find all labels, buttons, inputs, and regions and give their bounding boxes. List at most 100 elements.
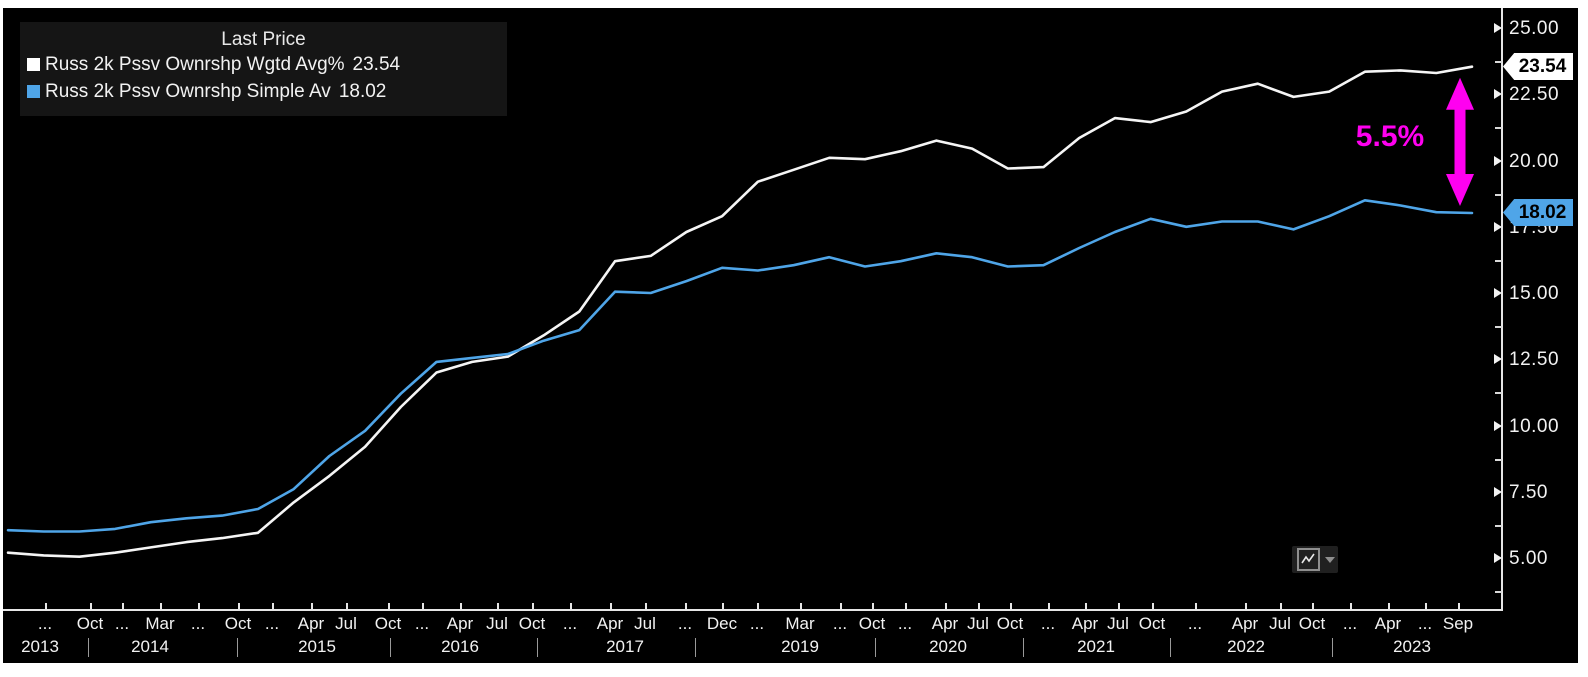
x-axis-month-label: Mar (145, 614, 175, 633)
x-axis-month-label: ... (1342, 614, 1358, 633)
x-axis-month-label: ... (264, 614, 280, 633)
x-axis-tick (840, 603, 842, 609)
x-axis-month-label: ... (897, 614, 913, 633)
y-axis-major-tick (1494, 155, 1502, 166)
legend-series-row-weighted[interactable]: Russ 2k Pssv Ownrshp Wgtd Avg% 23.54 (20, 51, 507, 78)
x-axis-month-label: Jul (335, 614, 357, 633)
x-axis-month-label: Apr (446, 614, 474, 633)
y-axis-label: 15.00 (1509, 283, 1560, 304)
x-axis-month-label: ... (1040, 614, 1056, 633)
blue-square-icon (27, 85, 40, 98)
chart-type-button[interactable] (1292, 546, 1338, 573)
x-axis-tick (800, 603, 802, 609)
white-square-icon (27, 58, 40, 71)
x-axis-month-label: Oct (1138, 614, 1166, 633)
y-axis-label: 5.00 (1509, 548, 1548, 569)
x-axis-tick (570, 603, 572, 609)
x-axis-tick (978, 603, 980, 609)
legend-box: Last Price Russ 2k Pssv Ownrshp Wgtd Avg… (20, 22, 507, 116)
x-axis-month-label: Oct (1298, 614, 1326, 633)
last-price-badge-simple: 18.02 (1503, 199, 1573, 226)
x-axis-month-label: Apr (1374, 614, 1402, 633)
x-axis-tick (532, 603, 534, 609)
x-axis-tick (272, 603, 274, 609)
y-axis-major-tick (1494, 420, 1502, 431)
x-axis-tick (422, 603, 424, 609)
chevron-down-icon[interactable] (1325, 556, 1335, 563)
x-axis-tick (872, 603, 874, 609)
x-axis-tick (645, 603, 647, 609)
y-axis-label: 10.00 (1509, 415, 1560, 437)
x-axis-month-label: Jul (486, 614, 508, 633)
x-axis-year-label: 2019 (781, 637, 819, 656)
x-axis-tick (1118, 603, 1120, 609)
x-axis-month-label: ... (677, 614, 693, 633)
x-axis-month-label: ... (832, 614, 848, 633)
x-axis-month-label: ... (1187, 614, 1203, 633)
x-axis-tick (460, 603, 462, 609)
y-axis-line (1501, 8, 1503, 611)
x-axis-year-label: 2016 (441, 637, 479, 656)
x-axis-tick (905, 603, 907, 609)
x-axis-year-divider (537, 638, 538, 657)
last-price-badge-weighted: 23.54 (1503, 53, 1573, 80)
x-axis-year-label: 2020 (929, 637, 967, 656)
x-axis-line (3, 609, 1502, 611)
x-axis-tick (311, 603, 313, 609)
x-axis-month-label: Jul (1107, 614, 1129, 633)
x-axis-tick (1312, 603, 1314, 609)
y-axis-label: 20.00 (1509, 150, 1560, 172)
x-axis-tick (945, 603, 947, 609)
x-axis-tick (45, 603, 47, 609)
x-axis-month-label: ... (190, 614, 206, 633)
x-axis-month-label: ... (749, 614, 765, 633)
x-axis-month-label: Jul (634, 614, 656, 633)
y-axis-label: 12.50 (1509, 349, 1560, 371)
y-axis-label: 25.00 (1509, 18, 1560, 39)
y-axis-major-tick (1494, 89, 1502, 100)
x-axis-tick (1010, 603, 1012, 609)
y-axis-minor-tick (1495, 458, 1502, 461)
y-axis-label: 7.50 (1509, 481, 1548, 503)
legend-series-row-simple[interactable]: Russ 2k Pssv Ownrshp Simple Av 18.02 (20, 78, 507, 105)
x-axis-month-label: Oct (374, 614, 402, 633)
y-axis-minor-tick (1495, 61, 1502, 64)
x-axis-year-divider (1170, 638, 1171, 657)
x-axis-tick (1280, 603, 1282, 609)
x-axis-tick (1195, 603, 1197, 609)
x-axis-year-label: 2017 (606, 637, 644, 656)
x-axis-month-label: ... (37, 614, 53, 633)
x-axis-month-label: Oct (996, 614, 1024, 633)
x-axis-year-divider (237, 638, 238, 657)
x-axis-month-label: Apr (1071, 614, 1099, 633)
y-axis-major-tick (1494, 23, 1502, 33)
y-axis-major-tick (1494, 288, 1502, 298)
x-axis-tick (685, 603, 687, 609)
x-axis-tick (1350, 603, 1352, 609)
x-axis-month-label: Oct (224, 614, 252, 633)
x-axis-month-label: ... (414, 614, 430, 633)
legend-series-label: Russ 2k Pssv Ownrshp Simple Av (45, 80, 331, 102)
x-axis-tick (1245, 603, 1247, 609)
x-axis-year-divider (1332, 638, 1333, 657)
x-axis-month-label: Oct (76, 614, 104, 633)
x-axis-tick (198, 603, 200, 609)
x-axis-tick (1388, 603, 1390, 609)
y-axis-major-tick (1494, 221, 1502, 232)
x-axis-tick (90, 603, 92, 609)
x-axis-tick (610, 603, 612, 609)
x-axis-year-label: 2015 (298, 637, 336, 656)
x-axis-year-label: 2023 (1393, 637, 1431, 656)
y-axis-minor-tick (1495, 127, 1502, 130)
x-axis-tick (722, 603, 724, 609)
y-axis-minor-tick (1495, 326, 1502, 329)
x-axis-tick (757, 603, 759, 609)
x-axis-tick (497, 603, 499, 609)
x-axis-year-divider (695, 638, 696, 657)
x-axis-month-label: Jul (1269, 614, 1291, 633)
y-axis-minor-tick (1495, 259, 1502, 262)
x-axis-tick (238, 603, 240, 609)
x-axis-month-label: Mar (785, 614, 815, 633)
x-axis-tick (1048, 603, 1050, 609)
